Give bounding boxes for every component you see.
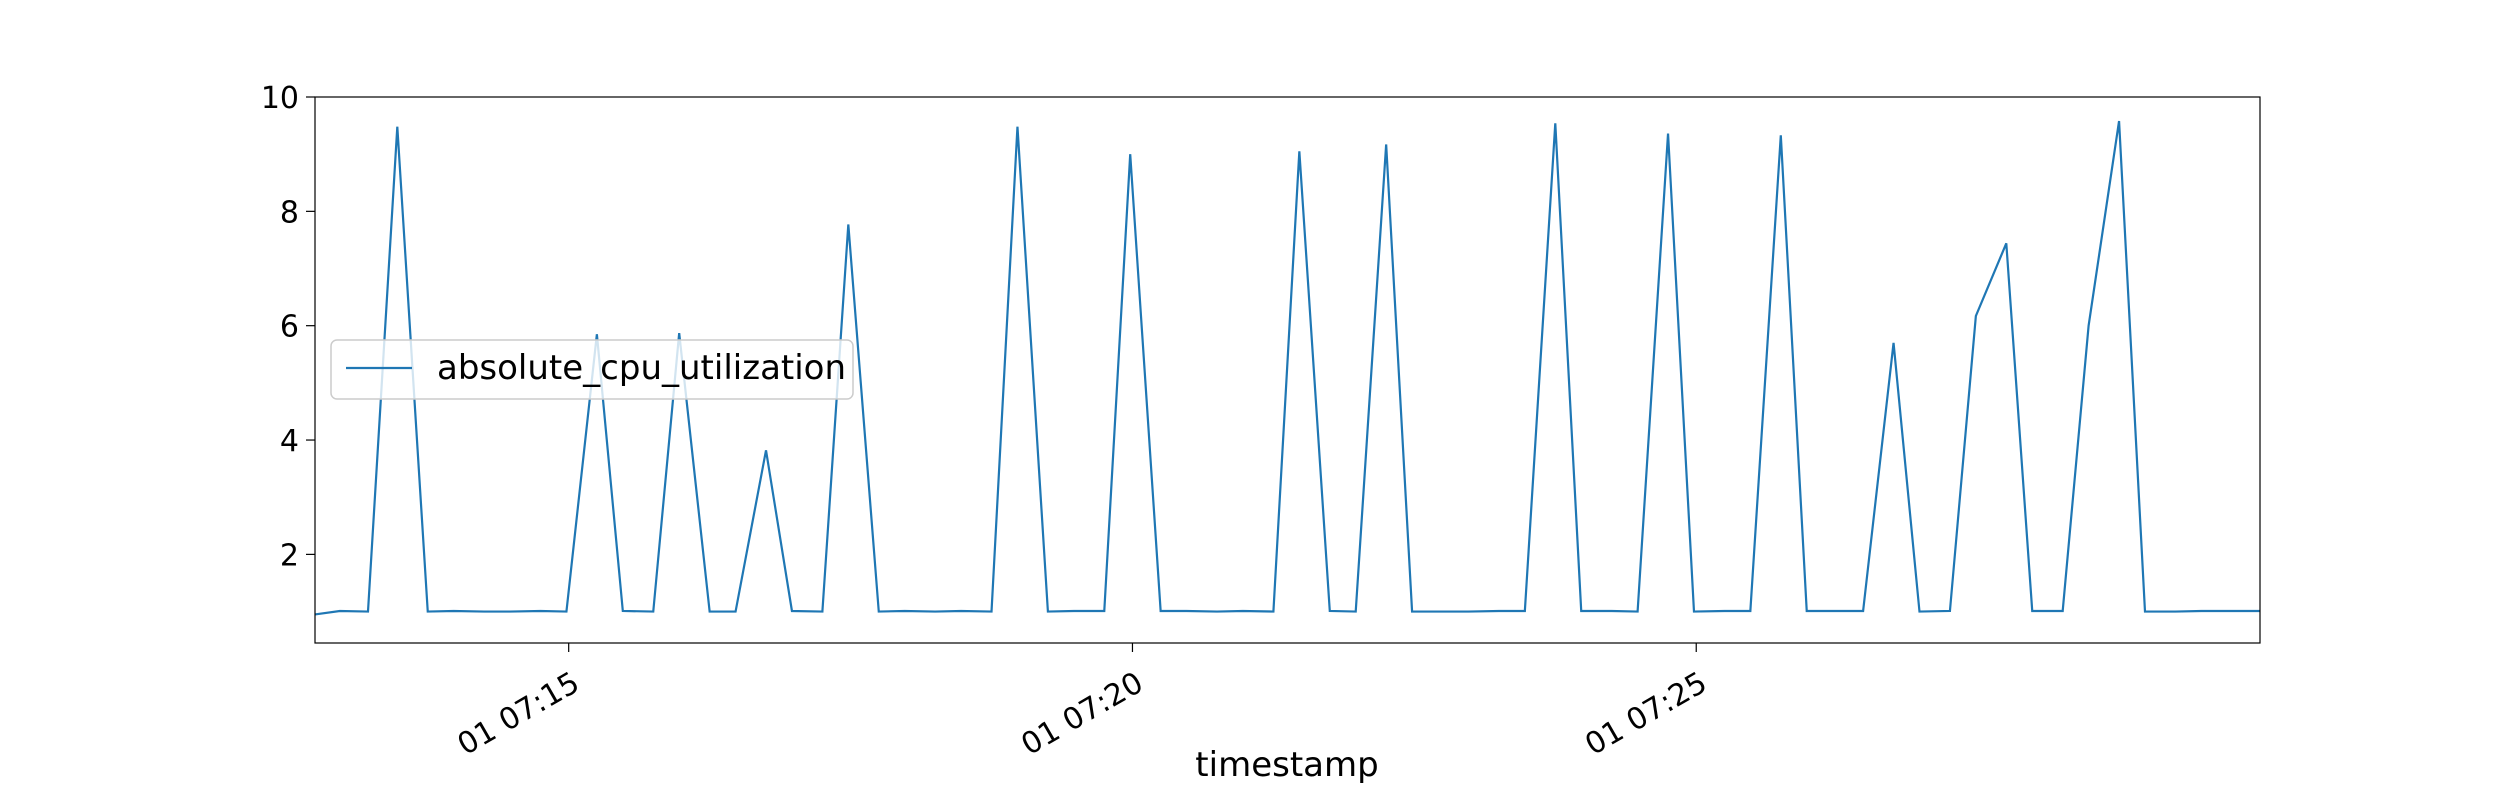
x-tick-label: 01 07:15 bbox=[452, 665, 586, 762]
plot-area-frame bbox=[314, 96, 2261, 644]
y-tick-label: 10 bbox=[261, 81, 299, 116]
y-tick-label: 2 bbox=[280, 538, 299, 573]
series-line-absolute-cpu-utilization bbox=[314, 120, 2260, 616]
legend-box bbox=[330, 339, 854, 400]
y-tick-label: 6 bbox=[280, 310, 299, 345]
legend-label-absolute-cpu-utilization: absolute_cpu_utilization bbox=[437, 348, 846, 388]
y-tick-label: 8 bbox=[280, 195, 299, 230]
x-tick-label: 01 07:20 bbox=[1016, 665, 1150, 762]
legend: absolute_cpu_utilization bbox=[330, 339, 854, 400]
y-axis-ticks: 2 4 6 8 10 bbox=[261, 81, 315, 573]
y-tick-label: 4 bbox=[280, 424, 299, 459]
series-layer bbox=[314, 120, 2260, 616]
x-axis-ticks: 01 07:15 01 07:20 01 07:25 bbox=[452, 643, 1713, 763]
x-tick-label: 01 07:25 bbox=[1579, 665, 1713, 762]
x-axis-label: timestamp bbox=[1195, 745, 1378, 785]
